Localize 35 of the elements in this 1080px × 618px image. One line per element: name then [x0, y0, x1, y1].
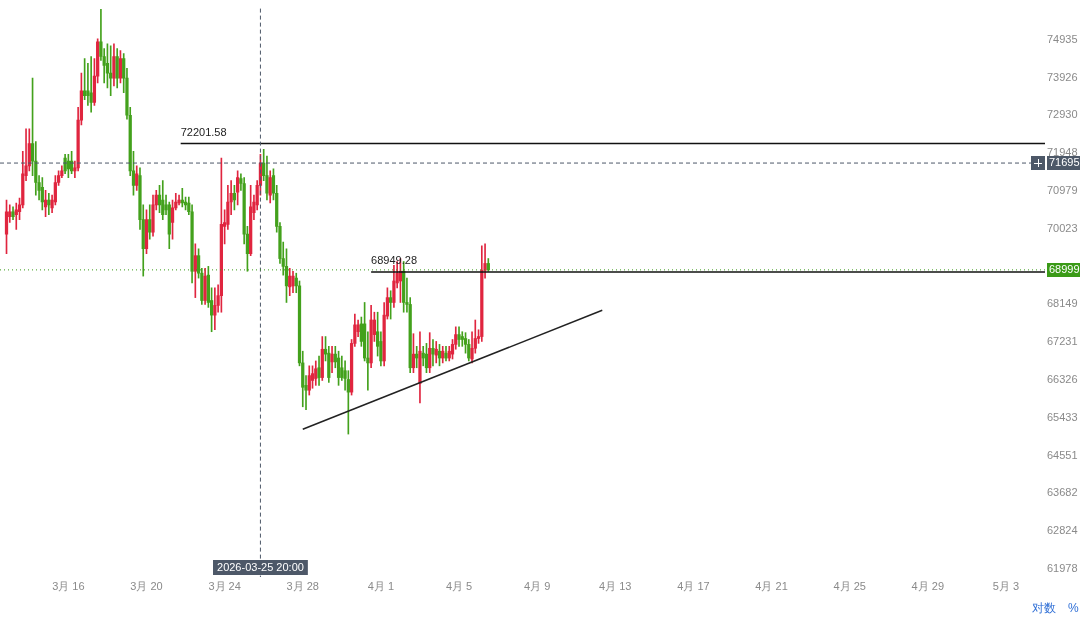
x-tick-label: 4月 13: [599, 579, 632, 592]
y-tick-label: 64551: [1047, 448, 1078, 461]
y-tick-label: 70979: [1047, 184, 1078, 197]
text: %: [1068, 601, 1079, 616]
text: 对数: [1032, 601, 1056, 616]
y-tick-label: 68149: [1047, 297, 1078, 310]
y-tick-label: 74935: [1047, 32, 1078, 45]
y-tick-label: 71948: [1047, 146, 1078, 159]
x-tick-label: 4月 29: [911, 579, 945, 592]
ref-line-label: 68999: [1049, 262, 1080, 275]
x-tick-label: 4月 17: [677, 579, 710, 592]
y-tick-label: 72930: [1047, 108, 1078, 121]
x-tick-label: 4月 5: [445, 579, 473, 592]
x-tick-label: 3月 28: [286, 579, 319, 592]
x-tick-label: 3月 24: [208, 579, 241, 592]
y-tick-label: 63682: [1047, 486, 1078, 499]
x-tick-label: 4月 25: [833, 579, 866, 592]
y-tick-label: 65433: [1047, 410, 1078, 423]
candlestick: [89, 56, 93, 113]
y-tick-label: 61978: [1047, 562, 1078, 575]
y-tick-label: 73926: [1047, 70, 1078, 83]
annotation: 72201.58: [180, 125, 227, 138]
x-tick-label: 4月 9: [524, 579, 551, 592]
x-tick-label: 5月 3: [992, 579, 1020, 592]
y-tick-label: 66326: [1047, 373, 1078, 386]
ref-line-label: 2026-03-25 20:00: [217, 560, 304, 573]
candlestick: [431, 339, 435, 367]
y-tick-label: 62824: [1047, 524, 1078, 537]
y-tick-label: 67231: [1047, 335, 1078, 348]
x-tick-label: 3月 20: [130, 579, 163, 592]
ref-line-label: 71695: [1049, 156, 1080, 169]
x-tick-label: 3月 16: [52, 579, 85, 592]
x-tick-label: 4月 21: [755, 579, 788, 592]
x-tick-label: 4月 1: [367, 579, 395, 592]
y-tick-label: 70023: [1047, 221, 1078, 234]
